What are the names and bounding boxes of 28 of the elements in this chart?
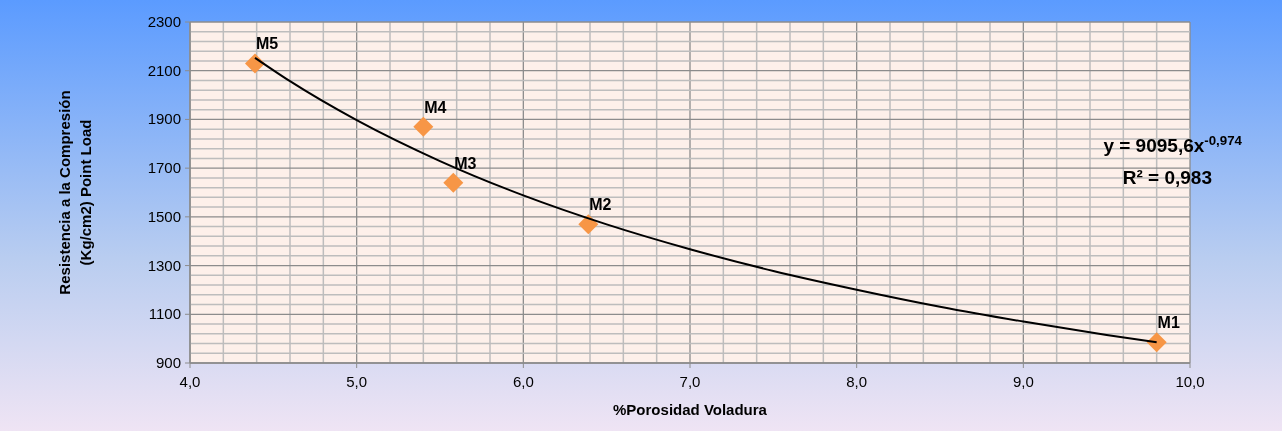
annotation: M5	[255, 35, 279, 53]
y-tick-label: 1900	[147, 110, 181, 128]
point	[443, 172, 464, 193]
annotation: y = 9095,6x$^{-0,974}$	[1103, 132, 1243, 156]
x-tick-label: 5,0	[346, 373, 368, 390]
y-tick-label: 1300	[147, 256, 181, 274]
x-axis-title: %Porosidad Voladura	[613, 401, 768, 418]
point	[413, 116, 434, 137]
annotation: M1	[1157, 314, 1180, 332]
point	[578, 214, 599, 235]
annotation: R² = 0,983	[1122, 167, 1212, 188]
y-axis-title: Resistencia a la Compresión (Kg/cm2) Point Load	[56, 90, 94, 295]
y-tick-label: 1100	[148, 305, 181, 323]
x-tick-label: 6,0	[512, 373, 534, 390]
y-tick-label: 2100	[147, 61, 181, 79]
annotation: M2	[589, 196, 612, 214]
y-tick-label: 2300	[147, 13, 181, 30]
x-tick-label: 10,0	[1175, 373, 1205, 390]
y-tick-label: 900	[155, 354, 181, 371]
x-tick-label: 8,0	[846, 373, 868, 390]
y-tick-label: 1500	[147, 207, 181, 225]
x-tick-label: 7,0	[679, 373, 701, 390]
annotation: M4	[424, 98, 447, 116]
point	[1146, 332, 1167, 353]
annotation: M3	[454, 154, 477, 172]
x-tick-label: 4,0	[179, 373, 201, 390]
y-tick-label: 1700	[147, 159, 181, 177]
x-tick-label: 9,0	[1012, 373, 1034, 390]
